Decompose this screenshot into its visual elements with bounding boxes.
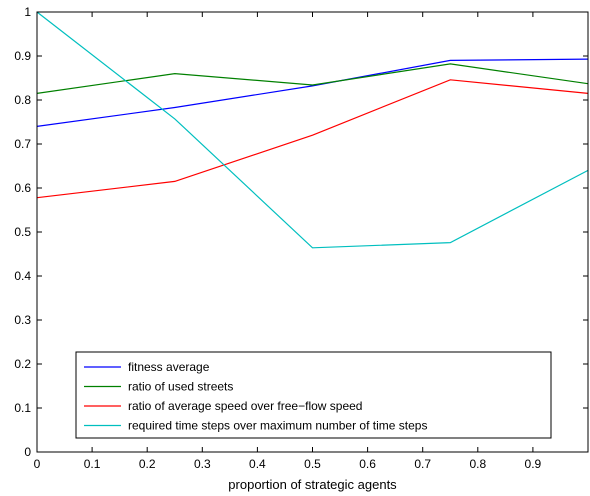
- y-tick-label: 0.4: [14, 269, 31, 283]
- series-line-2: [36, 63, 589, 94]
- x-tick-label: 0.1: [84, 457, 101, 471]
- y-tick-label: 0.5: [14, 225, 31, 239]
- y-tick-label: 0: [24, 445, 31, 459]
- x-tick-label: 0: [34, 457, 41, 471]
- x-tick-label: 0.6: [359, 457, 376, 471]
- x-tick-label: 0.4: [249, 457, 266, 471]
- y-tick-label: 0.7: [14, 137, 31, 151]
- legend: fitness average ratio of used streets rati…: [75, 351, 552, 439]
- y-tick-label: 0.8: [14, 93, 31, 107]
- x-tick-label: 0.9: [525, 457, 542, 471]
- x-tick-label: 0.5: [304, 457, 321, 471]
- legend-label-1: fitness average: [128, 360, 210, 374]
- series-layer: [36, 11, 589, 249]
- legend-box: [75, 351, 552, 439]
- y-tick-label: 0.1: [14, 401, 31, 415]
- series-line-1: [36, 58, 589, 127]
- x-tick-label: 0.2: [139, 457, 156, 471]
- legend-label-3: ratio of average speed over free−flow sp…: [128, 399, 362, 413]
- tick-layer: 0 0.1 0.2 0.3 0.4 0.5 0.6 0.7 0.8 0.9 0 0.1 0.2 0.3 0.…: [14, 5, 588, 471]
- series-line-4: [36, 11, 589, 249]
- y-tick-label: 0.3: [14, 313, 31, 327]
- y-tick-label: 1: [24, 5, 31, 19]
- series-line-3: [36, 79, 589, 199]
- y-tick-label: 0.6: [14, 181, 31, 195]
- y-tick-label: 0.2: [14, 357, 31, 371]
- x-axis-label: proportion of strategic agents: [228, 477, 397, 492]
- x-tick-label: 0.8: [469, 457, 486, 471]
- y-tick-label: 0.9: [14, 49, 31, 63]
- legend-label-4: required time steps over maximum number …: [128, 419, 427, 433]
- x-tick-label: 0.3: [194, 457, 211, 471]
- legend-label-2: ratio of used streets: [128, 380, 233, 394]
- x-tick-label: 0.7: [414, 457, 431, 471]
